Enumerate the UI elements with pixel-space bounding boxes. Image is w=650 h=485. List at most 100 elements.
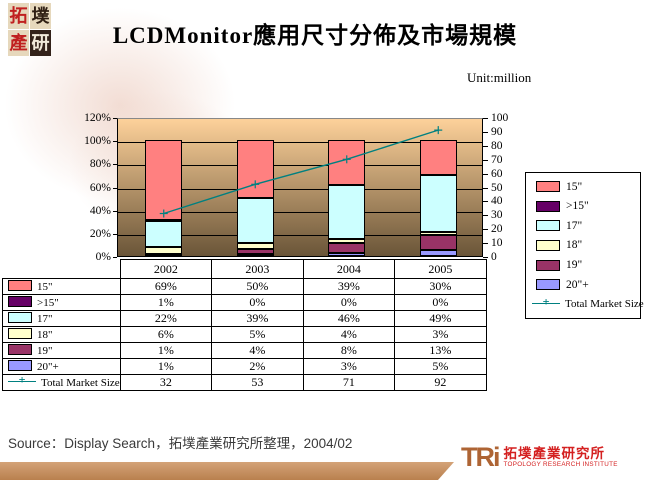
table-key-swatch — [8, 360, 32, 371]
bar-segment-17 — [328, 185, 366, 239]
right-axis-tick — [483, 118, 488, 119]
bar-segment-17 — [236, 198, 274, 244]
seal-char: 拓 — [8, 3, 29, 29]
table-value-cell: 92 — [394, 374, 487, 391]
table-value-cell: 4% — [211, 342, 304, 359]
legend-entry-line: + Total Market Size — [526, 296, 644, 310]
left-axis-tick-label: 20% — [89, 227, 111, 240]
legend-label: 18" — [566, 239, 583, 252]
table-value-cell: 0% — [211, 294, 304, 311]
right-axis-tick-label: 100 — [491, 112, 509, 124]
table-value-cell: 0% — [302, 294, 396, 311]
right-axis-tick — [483, 215, 488, 217]
footer-band — [0, 462, 454, 480]
bar-segment-20+ — [145, 254, 183, 256]
year-cell: 2005 — [394, 259, 487, 279]
right-axis-tick-label: 80 — [491, 139, 503, 152]
table-value-cell: 50% — [211, 278, 304, 295]
table-key-swatch — [8, 344, 32, 355]
left-axis-tick-label: 80% — [89, 158, 111, 171]
page-title: LCDMonitor應用尺寸分佈及市場規模 — [112, 23, 518, 48]
table-value-cell: 32 — [119, 374, 213, 391]
legend-swatch — [536, 239, 560, 251]
left-axis-tick — [113, 187, 117, 189]
unit-label: Unit:million — [467, 70, 532, 85]
right-axis-tick — [483, 159, 488, 161]
left-axis-tick — [113, 118, 117, 119]
table-value-cell: 13% — [394, 342, 487, 359]
table-key-swatch — [8, 296, 32, 307]
gridline — [118, 188, 482, 190]
table-key-swatch — [8, 328, 32, 339]
right-axis-tick — [483, 131, 488, 133]
legend-swatch — [536, 181, 560, 193]
gridline — [118, 211, 482, 213]
bar-segment-15 — [145, 219, 183, 222]
right-axis-tick — [483, 243, 488, 245]
legend-entry: 19" — [526, 259, 640, 271]
right-axis-tick-label: 70 — [491, 153, 503, 166]
tri-logo-letters: TRi — [461, 442, 500, 472]
table-value-cell: 1% — [119, 358, 213, 375]
left-axis-tick — [113, 210, 117, 212]
table-key-cell: 17" — [2, 310, 121, 327]
table-value-cell: 3% — [302, 358, 396, 375]
table-key-cell: 20"+ — [2, 358, 121, 375]
left-axis-tick-label: 100% — [84, 135, 111, 148]
table-value-cell: 1% — [119, 294, 213, 311]
table-key-cell: 15" — [2, 278, 121, 295]
left-axis-tick — [113, 233, 117, 235]
table-value-cell: 0% — [394, 294, 487, 311]
table-row: 17" 22% 39% 46% 49% — [2, 310, 487, 327]
bar-segment-15 — [236, 140, 274, 199]
 — [532, 303, 560, 305]
table-key-cell: 19" — [2, 342, 121, 359]
chart-legend: 15" >15" 17" 18" 19" 20"+ + Total Market Size — [525, 172, 644, 319]
bar-segment-20+ — [328, 252, 366, 256]
table-value-cell: 5% — [394, 358, 487, 375]
legend-entry: 18" — [526, 239, 640, 251]
right-axis-tick-label: 10 — [491, 237, 503, 250]
table-key-cell: + Total Market Size — [2, 372, 121, 391]
bar-segment-18 — [419, 231, 457, 236]
table-value-cell: 8% — [302, 342, 396, 359]
table-row: >15" 1% 0% 0% 0% — [2, 294, 487, 311]
source-note: Source：Display Search，拓墣產業研究所整理，2004/02 — [8, 436, 353, 451]
left-axis-tick-label: 60% — [89, 181, 111, 194]
watermark-map — [30, 60, 290, 270]
legend-swatch — [536, 279, 560, 291]
table-row: 18" 6% 5% 4% 3% — [2, 326, 487, 343]
bar-segment-20+ — [419, 250, 457, 256]
table-value-cell: 49% — [394, 310, 487, 327]
table-value-cell: 69% — [119, 278, 213, 295]
right-axis-tick — [483, 187, 488, 189]
right-axis-tick — [483, 201, 488, 203]
legend-label: >15" — [566, 200, 589, 213]
right-axis-tick — [483, 173, 488, 175]
year-cell: 2002 — [119, 259, 213, 279]
year-cell: 2004 — [302, 259, 396, 279]
right-axis-tick-label: 50 — [491, 181, 503, 194]
left-axis-tick — [113, 257, 117, 258]
legend-label: 19" — [566, 259, 583, 272]
bar-segment-19 — [328, 243, 366, 253]
table-year-row: 2002 2003 2004 2005 — [3, 259, 487, 279]
table-key-swatch — [8, 280, 32, 291]
bar-segment-19 — [419, 235, 457, 251]
left-axis-tick — [113, 141, 117, 143]
bar-segment-15 — [145, 140, 183, 221]
: + — [18, 372, 26, 386]
table-value-cell: 53 — [211, 374, 304, 391]
seal-char: 研 — [30, 30, 51, 56]
legend-swatch — [536, 220, 560, 232]
table-value-cell: 4% — [302, 326, 396, 343]
right-axis-tick — [483, 145, 488, 147]
left-axis-tick-label: 120% — [84, 112, 111, 124]
tri-logo-chinese: 拓墣產業研究所 — [503, 446, 605, 461]
table-value-cell: 46% — [302, 310, 396, 327]
bar-segment-19 — [236, 249, 274, 254]
legend-label: 15" — [566, 180, 583, 193]
table-value-cell: 39% — [302, 278, 396, 295]
right-axis-tick-label: 0 — [491, 251, 497, 263]
